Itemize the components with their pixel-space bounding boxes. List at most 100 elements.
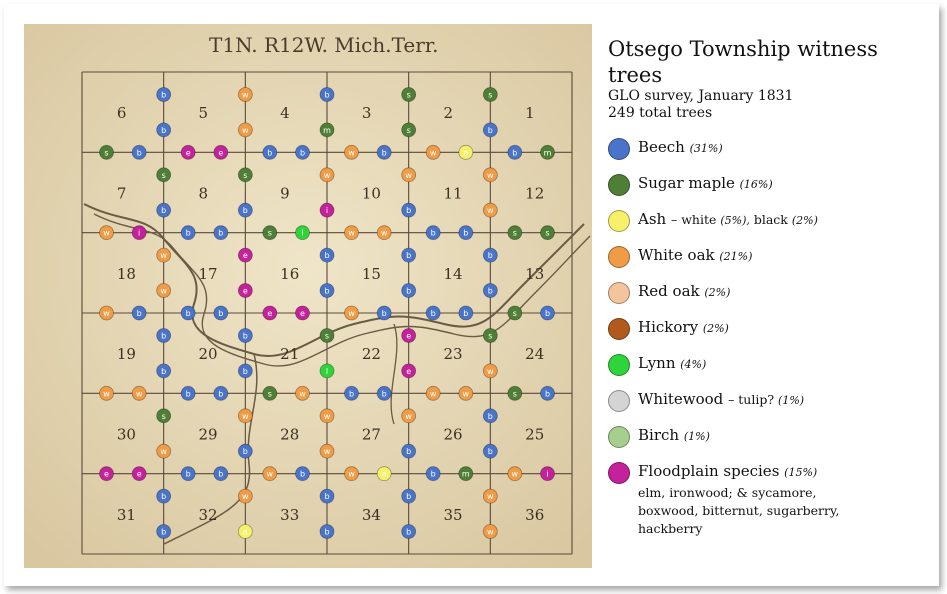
witness-tree-dot: b [156, 363, 172, 379]
witness-tree-circle [401, 202, 417, 218]
witness-tree-code: b [431, 470, 436, 479]
section-number: 36 [525, 506, 544, 524]
witness-tree-circle [295, 144, 310, 160]
witness-tree-code: w [242, 90, 249, 99]
witness-tree-circle [156, 328, 172, 343]
section-number: 9 [280, 185, 290, 203]
witness-tree-code: b [161, 492, 166, 501]
witness-tree-circle [295, 466, 310, 482]
witness-tree-code: b [431, 309, 436, 318]
witness-tree-dot: e [295, 305, 310, 321]
witness-tree-dot: w [319, 408, 335, 424]
witness-tree-code: w [242, 126, 249, 135]
witness-tree-circle [262, 305, 278, 321]
witness-tree-circle [180, 385, 196, 401]
witness-tree-dot: w [425, 385, 441, 401]
witness-tree-dot: b [482, 122, 498, 138]
floodplain-note-line: boxwood, bitternut, sugarberry, [638, 503, 840, 518]
witness-tree-dot: w [482, 524, 498, 539]
witness-tree-dot: w [237, 488, 253, 504]
witness-tree-circle [156, 122, 172, 138]
witness-tree-code: b [545, 309, 550, 318]
floodplain-note: elm, ironwood; & sycamore, boxwood, bitte… [638, 484, 898, 538]
witness-tree-dot: b [213, 385, 229, 401]
legend-swatch-red-oak [608, 282, 630, 304]
section-number: 1 [525, 104, 535, 122]
witness-tree-code: s [513, 309, 517, 318]
legend-item-white-oak: White oak (21%) [608, 244, 928, 280]
witness-tree-code: b [463, 309, 468, 318]
witness-tree-dot: b [180, 466, 196, 482]
witness-tree-circle [540, 466, 555, 482]
witness-tree-circle [482, 328, 498, 343]
witness-tree-circle [319, 363, 335, 379]
witness-tree-dot: w [319, 167, 335, 183]
witness-tree-circle [376, 385, 392, 401]
witness-tree-circle [99, 305, 114, 321]
section-number: 19 [117, 345, 136, 363]
witness-tree-circle [425, 305, 441, 321]
legend-item-beech: Beech (31%) [608, 136, 928, 172]
section-number: 11 [444, 185, 463, 203]
witness-tree-circle [237, 87, 253, 102]
section-number: 27 [362, 426, 381, 444]
witness-tree-dot: w [482, 488, 498, 504]
witness-tree-code: s [162, 412, 166, 421]
witness-tree-code: b [406, 206, 411, 215]
legend-label: Sugar maple (16%) [638, 174, 773, 192]
witness-tree-circle [344, 305, 359, 321]
witness-tree-dot: b [180, 385, 196, 401]
witness-tree-dot: w [99, 225, 114, 241]
witness-tree-code: m [544, 148, 552, 157]
witness-tree-circle [319, 524, 335, 539]
witness-tree-code: b [267, 148, 272, 157]
witness-tree-circle [376, 305, 392, 321]
witness-tree-circle [344, 144, 359, 160]
witness-tree-dot: e [131, 466, 147, 482]
legend-swatch-hickory [608, 318, 630, 340]
witness-tree-circle [319, 247, 335, 263]
witness-tree-code: b [300, 470, 305, 479]
witness-tree-circle [131, 385, 147, 401]
section-number: 31 [117, 506, 136, 524]
witness-tree-code: a [382, 470, 387, 479]
witness-tree-code: w [463, 389, 470, 398]
witness-tree-code: s [513, 229, 517, 238]
witness-tree-dot: b [237, 443, 253, 459]
witness-tree-dot: w [237, 408, 253, 424]
witness-tree-code: b [186, 229, 191, 238]
witness-tree-circle [458, 385, 474, 401]
witness-tree-circle [482, 524, 498, 539]
witness-tree-dot: w [295, 385, 310, 401]
witness-tree-code: w [160, 447, 167, 456]
witness-tree-circle [401, 363, 417, 379]
witness-tree-circle [482, 247, 498, 263]
witness-tree-dot: s [262, 225, 278, 241]
witness-tree-dot: w [319, 443, 335, 459]
legend-subtitle-count: 249 total trees [608, 105, 713, 121]
witness-tree-circle [156, 167, 172, 183]
witness-tree-dot: b [156, 87, 172, 102]
witness-tree-code: b [243, 367, 248, 376]
map-paper [24, 24, 592, 568]
witness-tree-code: e [104, 470, 109, 479]
witness-tree-circle [458, 466, 474, 482]
section-number: 24 [525, 345, 544, 363]
witness-tree-code: b [406, 287, 411, 296]
witness-tree-dot: b [458, 305, 474, 321]
witness-tree-code: b [324, 251, 329, 260]
witness-tree-circle [319, 202, 335, 218]
section-number: 21 [280, 345, 299, 363]
witness-tree-circle [344, 466, 359, 482]
witness-tree-code: w [381, 229, 388, 238]
witness-tree-code: w [487, 528, 494, 537]
legend-item-whitewood: Whitewood – tulip? (1%) [608, 388, 928, 424]
witness-tree-code: e [137, 470, 142, 479]
legend-item-red-oak: Red oak (2%) [608, 280, 928, 316]
section-number: 33 [280, 506, 299, 524]
legend-item-ash: Ash – white (5%), black (2%) [608, 208, 928, 244]
witness-tree-dot: b [425, 466, 441, 482]
witness-tree-circle [156, 283, 172, 298]
witness-tree-dot: b [156, 122, 172, 138]
witness-tree-circle [482, 363, 498, 379]
